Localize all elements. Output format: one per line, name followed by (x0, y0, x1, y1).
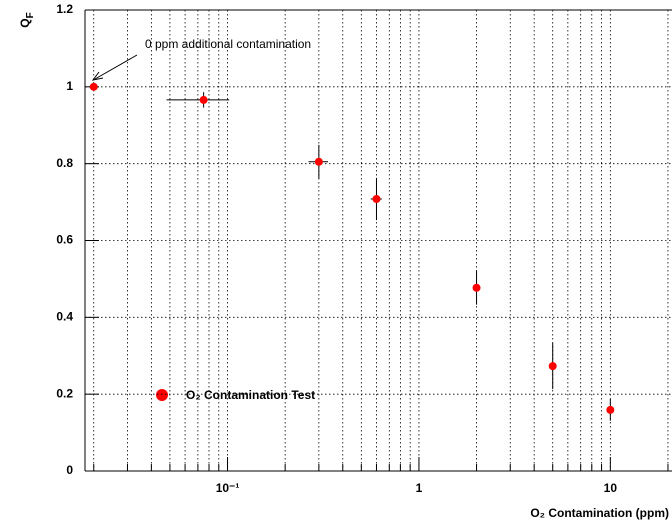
point (199, 95, 208, 104)
annotation: 0 ppm additional contamination (145, 37, 311, 51)
point (606, 405, 615, 414)
legend-marker (156, 389, 168, 401)
x-tick-label: 10 (604, 481, 618, 495)
y-tick-label: 0.6 (56, 233, 73, 247)
point (372, 195, 381, 204)
y-tick-label: 0.2 (56, 386, 73, 400)
point (314, 157, 323, 166)
y-tick-label: 0 (66, 463, 73, 477)
annotation-arrow (94, 54, 138, 80)
y-tick-label: 0.4 (56, 310, 73, 324)
x-tick-label: 1 (416, 481, 423, 495)
point (472, 283, 481, 292)
legend-label: O₂ Contamination Test (186, 388, 315, 402)
y-tick-label: 1.2 (56, 2, 73, 16)
y-tick-label: 0.8 (56, 156, 73, 170)
x-axis-label: O₂ Contamination (ppm) (530, 506, 669, 520)
annotation-arrowhead (91, 71, 104, 81)
y-axis-label: QF (18, 12, 35, 27)
y-tick-label: 1 (66, 79, 73, 93)
point (89, 82, 98, 91)
point (548, 362, 557, 371)
x-tick-label: 10⁻¹ (216, 481, 240, 495)
